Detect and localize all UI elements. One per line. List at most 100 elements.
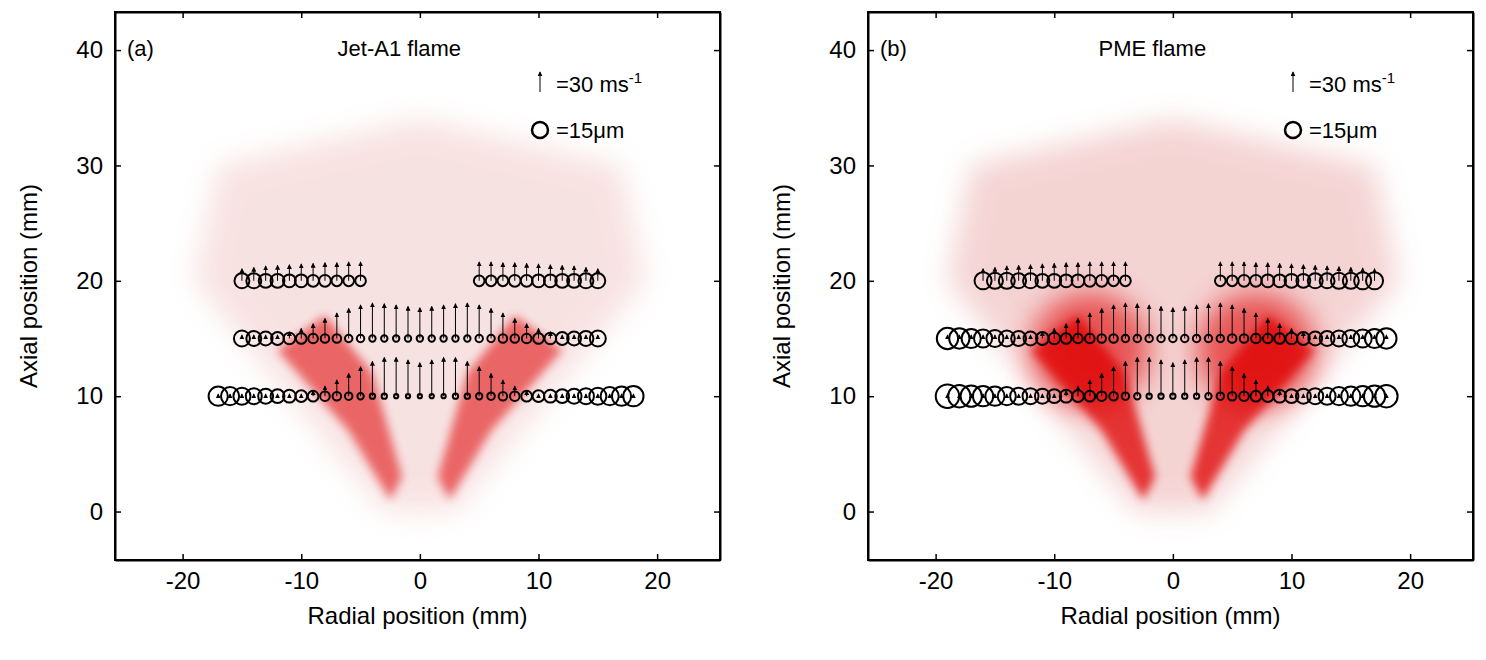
velocity-arrow [574,266,575,281]
series [234,262,605,288]
plot-frame [115,12,720,560]
velocity-arrow [1208,304,1209,339]
velocity-arrow [479,262,480,281]
droplet-size [623,386,643,406]
tick: 10 [76,382,121,409]
tick-label: 20 [1397,567,1424,594]
velocity-arrow [336,313,337,338]
velocity-arrow [360,305,361,338]
tick [1467,165,1473,166]
tick [1173,12,1174,18]
velocity-arrow [1338,335,1339,338]
x-axis-title: Radial position (mm) [1060,602,1280,629]
tick: 20 [1397,554,1424,594]
droplet-size [533,390,545,402]
tick-label: 10 [76,382,103,409]
velocity-arrow [1042,264,1043,281]
droplet-size [1354,329,1372,347]
velocity-arrow [1101,262,1102,281]
velocity-arrow [265,394,266,396]
droplet-size [937,328,958,349]
tick: 30 [76,152,121,179]
tick-mark [115,50,121,52]
tick-mark [115,511,121,513]
tick: -10 [284,554,319,594]
velocity-arrow [562,265,563,280]
velocity-arrow [1291,264,1292,281]
velocity-arrow [1315,394,1316,396]
tick: 10 [526,554,553,594]
velocity-arrow [479,305,480,338]
tick-label: 10 [526,567,553,594]
velocity-arrow [1113,305,1114,338]
tick-mark [1467,511,1473,513]
velocity-arrow [241,394,242,396]
velocity-arrow [301,394,302,396]
velocity-arrow [455,358,456,397]
droplet-size [1353,386,1373,406]
velocity-arrow [1220,262,1221,281]
tick-mark [1410,12,1412,18]
velocity-arrow [1089,380,1090,396]
velocity-arrow [1042,394,1043,396]
velocity-arrow [1089,313,1090,338]
velocity-arrow [1149,305,1150,338]
velocity-arrow [1006,394,1007,396]
droplet-size [271,332,284,345]
tick-mark [714,50,720,52]
axis-line [115,13,117,561]
velocity-arrow [1042,332,1043,339]
velocity-arrow [502,380,503,396]
velocity-arrow [1006,335,1007,338]
tick-mark [714,396,720,398]
velocity-arrow [324,263,325,281]
velocity-arrow [1338,267,1339,281]
tick [714,281,720,282]
droplet-size [936,384,959,407]
velocity-arrow [253,394,254,396]
velocity-arrow [253,335,254,338]
velocity-arrow [277,265,278,280]
velocity-arrow [597,269,598,281]
velocity-arrow [1303,332,1304,339]
tick: 0 [1167,554,1180,594]
velocity-arrow [1327,394,1328,396]
velocity-arrow [1030,265,1031,281]
tick: 40 [76,36,121,63]
tick-mark [1054,554,1056,560]
velocity-arrow [502,263,503,281]
velocity-arrow [1220,303,1221,338]
velocity-arrow [959,335,960,338]
axis-line [868,13,870,561]
velocity-arrow [983,335,984,338]
tick-mark [1291,554,1293,560]
velocity-arrow [1184,306,1185,338]
tick: 20 [829,267,874,294]
tick-label: 40 [829,36,856,63]
velocity-arrow [277,394,278,396]
velocity-arrow [1066,391,1067,396]
velocity-arrow [1066,263,1067,281]
velocity-arrow [1244,308,1245,338]
tick-mark [420,554,422,560]
velocity-arrow [1161,360,1162,396]
velocity-arrow [1101,308,1102,338]
axis: 0 10 20 30 40 [76,13,121,561]
velocity-arrow [491,262,492,281]
axis: -20-1001020 [869,554,1474,594]
velocity-arrow [265,266,266,281]
velocity-arrow [479,367,480,396]
velocity-arrow [253,267,254,280]
velocity-arrow [574,394,575,396]
velocity-arrow [1303,265,1304,281]
tick-mark [868,511,874,513]
velocity-arrow [396,358,397,397]
velocity-arrow [1291,328,1292,338]
velocity-arrow [491,374,492,397]
tick: 20 [76,267,121,294]
tick-mark [115,281,121,283]
tick: 10 [829,382,874,409]
velocity-arrow [550,332,551,339]
velocity-arrow [467,303,468,338]
tick-label: 0 [90,498,103,525]
